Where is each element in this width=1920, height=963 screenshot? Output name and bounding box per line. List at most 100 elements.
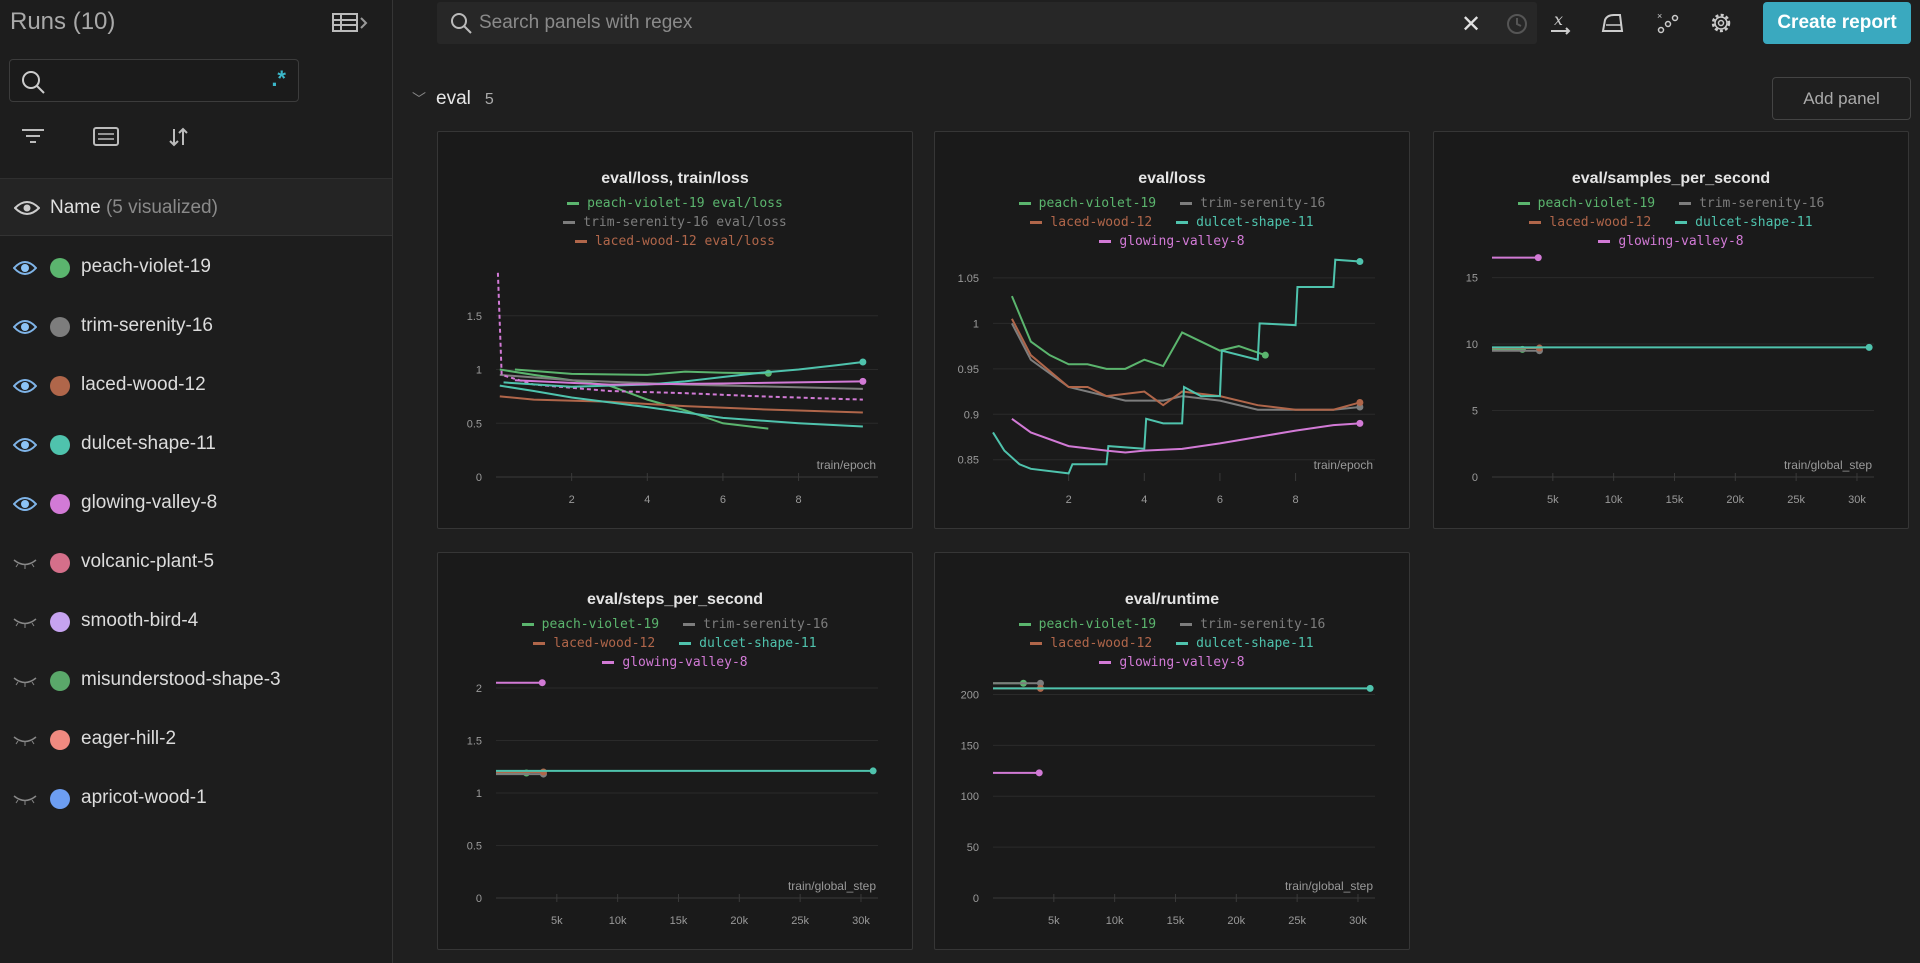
- run-row[interactable]: smooth-bird-4: [0, 592, 392, 651]
- run-row[interactable]: laced-wood-12: [0, 356, 392, 415]
- x-tick-label: 8: [796, 494, 802, 506]
- run-row[interactable]: trim-serenity-16: [0, 297, 392, 356]
- legend-swatch: [1018, 202, 1031, 205]
- run-row[interactable]: apricot-wood-1: [0, 769, 392, 828]
- series-end-point: [1261, 351, 1269, 359]
- run-color-swatch[interactable]: [50, 435, 70, 455]
- eye-closed-icon[interactable]: [13, 673, 37, 689]
- run-name[interactable]: smooth-bird-4: [81, 610, 199, 631]
- eye-closed-icon[interactable]: [13, 614, 37, 630]
- legend-swatch: [1529, 221, 1542, 224]
- collapse-table-icon[interactable]: [332, 12, 372, 34]
- run-name[interactable]: glowing-valley-8: [81, 492, 218, 513]
- legend-label: dulcet-shape-11: [1695, 215, 1813, 230]
- legend-label: laced-wood-12: [1050, 215, 1153, 230]
- name-header-label: Name: [50, 197, 101, 218]
- svg-text:×: ×: [1657, 11, 1662, 21]
- filter-icon[interactable]: [20, 125, 46, 149]
- close-icon[interactable]: ✕: [1461, 11, 1482, 38]
- series-end-point: [1356, 419, 1364, 427]
- eye-icon[interactable]: [13, 319, 37, 335]
- series-end-point: [1534, 254, 1542, 262]
- run-name[interactable]: eager-hill-2: [81, 728, 177, 749]
- panel-search: ✕: [437, 2, 1537, 44]
- run-name[interactable]: laced-wood-12: [81, 374, 206, 395]
- history-icon[interactable]: [1505, 12, 1529, 36]
- run-row[interactable]: peach-violet-19: [0, 238, 392, 297]
- series-line: [1010, 295, 1266, 370]
- regex-toggle[interactable]: .*: [271, 66, 286, 91]
- eye-icon[interactable]: [14, 200, 40, 216]
- y-tick-label: 150: [961, 740, 979, 752]
- legend-entry: peach-violet-19 eval/loss: [480, 194, 870, 213]
- run-color-swatch[interactable]: [50, 553, 70, 573]
- panel-search-input[interactable]: [479, 8, 1379, 38]
- y-tick-label: 0.5: [467, 418, 482, 430]
- run-row[interactable]: dulcet-shape-11: [0, 415, 392, 474]
- legend-label: trim-serenity-16: [703, 617, 829, 632]
- run-row[interactable]: glowing-valley-8: [0, 474, 392, 533]
- run-name[interactable]: misunderstood-shape-3: [81, 669, 281, 690]
- add-panel-button[interactable]: Add panel: [1772, 77, 1911, 120]
- chart-panel[interactable]: 0 0.5 1 1.5 2 4 6 8 train/epoch eval/loss, train/…: [437, 131, 913, 529]
- eye-closed-icon[interactable]: [13, 732, 37, 748]
- x-axis-icon[interactable]: x: [1548, 10, 1574, 36]
- run-name[interactable]: apricot-wood-1: [81, 787, 207, 808]
- run-color-swatch[interactable]: [50, 494, 70, 514]
- gear-icon[interactable]: [1708, 10, 1734, 36]
- legend-label: dulcet-shape-11: [1196, 215, 1314, 230]
- legend-swatch: [1176, 642, 1189, 645]
- legend-label: peach-violet-19: [1537, 196, 1656, 211]
- y-tick-label: 0: [973, 893, 979, 905]
- legend-swatch: [1030, 221, 1043, 224]
- chart-panel[interactable]: 0 0.5 1 1.5 2 5k 10k 15k 20k 25k 30k train/global_s…: [437, 552, 913, 950]
- run-row[interactable]: misunderstood-shape-3: [0, 651, 392, 710]
- legend-entry: peach-violet-19: [521, 615, 659, 634]
- run-name[interactable]: trim-serenity-16: [81, 315, 213, 336]
- run-color-swatch[interactable]: [50, 612, 70, 632]
- legend-entry: laced-wood-12: [1529, 213, 1651, 232]
- x-tick-label: 2: [1066, 494, 1072, 506]
- run-name[interactable]: peach-violet-19: [81, 256, 211, 277]
- eye-closed-icon[interactable]: [13, 555, 37, 571]
- legend-label: trim-serenity-16 eval/loss: [583, 215, 787, 230]
- eye-closed-icon[interactable]: [13, 791, 37, 807]
- chart-panel[interactable]: 0 5 10 15 5k 10k 15k 20k 25k 30k train/global_step…: [1433, 131, 1909, 529]
- y-tick-label: 0: [476, 893, 482, 905]
- chart-legend: peach-violet-19 trim-serenity-16 laced-woo…: [965, 194, 1379, 251]
- run-color-swatch[interactable]: [50, 376, 70, 396]
- run-color-swatch[interactable]: [50, 671, 70, 691]
- run-row[interactable]: volcanic-plant-5: [0, 533, 392, 592]
- run-color-swatch[interactable]: [50, 317, 70, 337]
- legend-entry: peach-violet-19: [1517, 194, 1656, 213]
- legend-entry: peach-violet-19: [1018, 194, 1156, 213]
- chart-panel[interactable]: 0.85 0.9 0.95 1 1.05 2 4 6 8 train/epoch eval/loss…: [934, 131, 1410, 529]
- chart-panel[interactable]: 0 50 100 150 200 5k 10k 15k 20k 25k 30k train/globa…: [934, 552, 1410, 950]
- run-name[interactable]: dulcet-shape-11: [81, 433, 216, 454]
- group-icon[interactable]: [93, 125, 119, 149]
- create-report-button[interactable]: Create report: [1763, 2, 1911, 44]
- visualized-count: (5 visualized): [105, 197, 218, 218]
- run-search-input[interactable]: .*: [9, 59, 299, 102]
- eye-icon[interactable]: [13, 260, 37, 276]
- outliers-icon[interactable]: ×: [1655, 10, 1681, 36]
- eye-icon[interactable]: [13, 378, 37, 394]
- eye-icon[interactable]: [13, 496, 37, 512]
- x-tick-label: 30k: [1349, 915, 1367, 927]
- sort-icon[interactable]: [166, 125, 192, 149]
- chart-legend: peach-violet-19 eval/loss trim-serenity-1…: [468, 194, 882, 246]
- eye-icon[interactable]: [13, 437, 37, 453]
- run-color-swatch[interactable]: [50, 730, 70, 750]
- legend-label: glowing-valley-8: [1119, 655, 1245, 670]
- run-name[interactable]: volcanic-plant-5: [81, 551, 215, 572]
- section-header-eval[interactable]: ﹀ eval 5: [412, 88, 494, 110]
- smoothing-iron-icon[interactable]: [1600, 10, 1626, 36]
- legend-label: trim-serenity-16: [1200, 196, 1326, 211]
- legend-swatch: [1030, 642, 1043, 645]
- x-tick-label: 25k: [791, 915, 809, 927]
- run-row[interactable]: eager-hill-2: [0, 710, 392, 769]
- series-line: [496, 272, 863, 401]
- name-column-header[interactable]: Name (5 visualized): [0, 178, 392, 236]
- run-color-swatch[interactable]: [50, 258, 70, 278]
- run-color-swatch[interactable]: [50, 789, 70, 809]
